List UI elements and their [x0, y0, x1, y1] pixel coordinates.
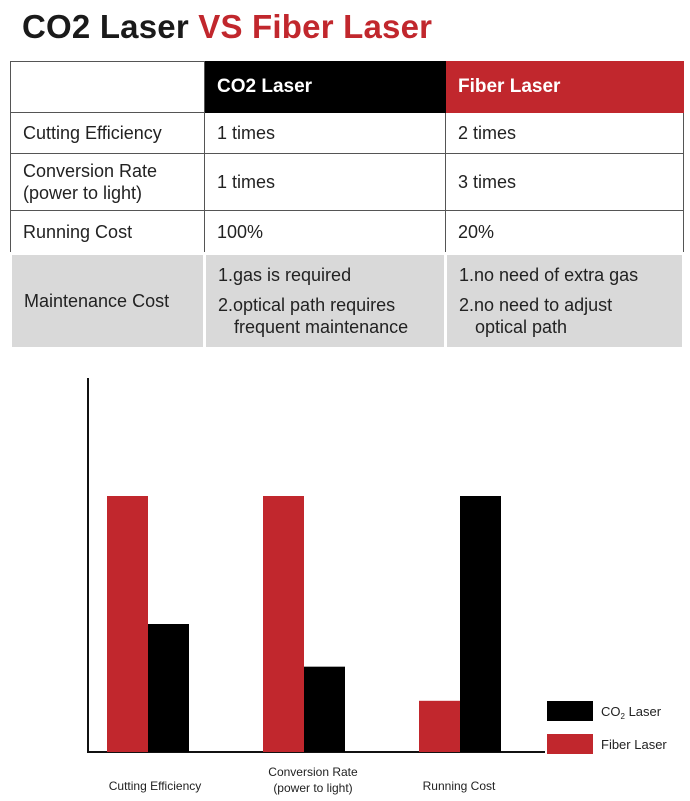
- co2-value: 1 times: [204, 112, 446, 154]
- x-tick-label: Conversion Rate: [268, 765, 358, 779]
- bar-co2-laser: [304, 666, 345, 752]
- page-title: CO2 Laser VS Fiber Laser: [22, 8, 432, 46]
- comparison-table: CO2 Laser Fiber Laser Cutting Efficiency…: [9, 61, 685, 350]
- table-row: Conversion Rate (power to light) 1 times …: [10, 153, 684, 211]
- fiber-value: 2 times: [445, 112, 684, 154]
- bar-fiber-laser: [107, 496, 148, 752]
- table-row: Cutting Efficiency 1 times 2 times: [10, 112, 684, 154]
- table-row-maintenance: Maintenance Cost 1.gas is required 2.opt…: [9, 252, 685, 350]
- legend-swatch: [547, 734, 593, 754]
- table-header-row: CO2 Laser Fiber Laser: [10, 61, 684, 113]
- header-fiber-laser: Fiber Laser: [445, 61, 684, 113]
- row-label: Running Cost: [10, 210, 205, 254]
- title-co2: CO2 Laser: [22, 8, 189, 45]
- fiber-value: 20%: [445, 210, 684, 254]
- legend-label: Fiber Laser: [601, 737, 667, 752]
- co2-value: 1 times: [204, 153, 446, 211]
- bar-co2-laser: [148, 624, 189, 752]
- co2-value: 100%: [204, 210, 446, 254]
- x-tick-label: Cutting Efficiency: [109, 779, 202, 793]
- bar-fiber-laser: [419, 700, 460, 752]
- title-vs-fiber: VS Fiber Laser: [198, 8, 433, 45]
- header-co2-laser: CO2 Laser: [204, 61, 446, 113]
- row-label: Cutting Efficiency: [10, 112, 205, 154]
- row-label: Conversion Rate (power to light): [10, 153, 205, 211]
- bar-chart: Cutting Efficiency Conversion Rate (power …: [87, 378, 667, 795]
- bar-fiber-laser: [263, 496, 304, 752]
- bar-co2-laser: [460, 496, 501, 752]
- table-row: Running Cost 100% 20%: [10, 210, 684, 254]
- header-blank-cell: [10, 61, 205, 113]
- row-label: Maintenance Cost: [9, 252, 206, 350]
- legend-swatch: [547, 701, 593, 721]
- co2-maintenance: 1.gas is required 2.optical path require…: [203, 252, 447, 350]
- x-tick-label: Running Cost: [423, 779, 496, 793]
- fiber-value: 3 times: [445, 153, 684, 211]
- x-tick-label: (power to light): [273, 781, 352, 795]
- legend-label: CO2 Laser: [601, 704, 662, 721]
- fiber-maintenance: 1.no need of extra gas 2.no need to adju…: [444, 252, 685, 350]
